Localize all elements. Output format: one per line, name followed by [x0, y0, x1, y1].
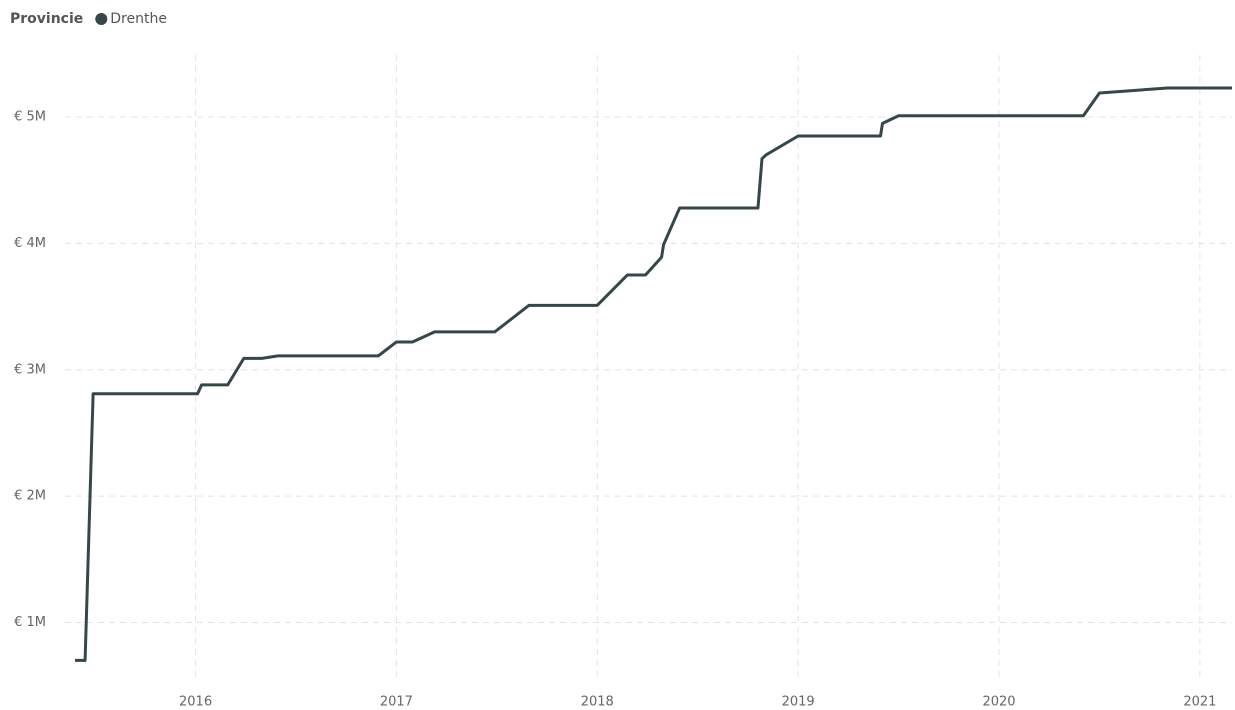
line	[75, 86, 1232, 662]
x-tick-label: 2018	[581, 695, 614, 710]
x-tick-label: 2021	[1183, 695, 1216, 710]
y-tick-label: € 3M	[14, 362, 46, 377]
y-tick-label: € 4M	[14, 236, 46, 251]
x-tick-label: 2017	[380, 695, 413, 710]
x-tick-label: 2019	[782, 695, 815, 710]
legend-marker	[95, 13, 108, 25]
y-tick-label: € 5M	[14, 110, 46, 125]
x-tick-label: 2016	[179, 695, 212, 710]
y-tick-label: € 2M	[14, 489, 46, 504]
y-tick-label: € 1M	[14, 615, 46, 630]
legend-title: Provincie	[10, 11, 83, 27]
legend-name: Drenthe	[110, 11, 167, 27]
x-tick-label: 2020	[982, 695, 1015, 710]
